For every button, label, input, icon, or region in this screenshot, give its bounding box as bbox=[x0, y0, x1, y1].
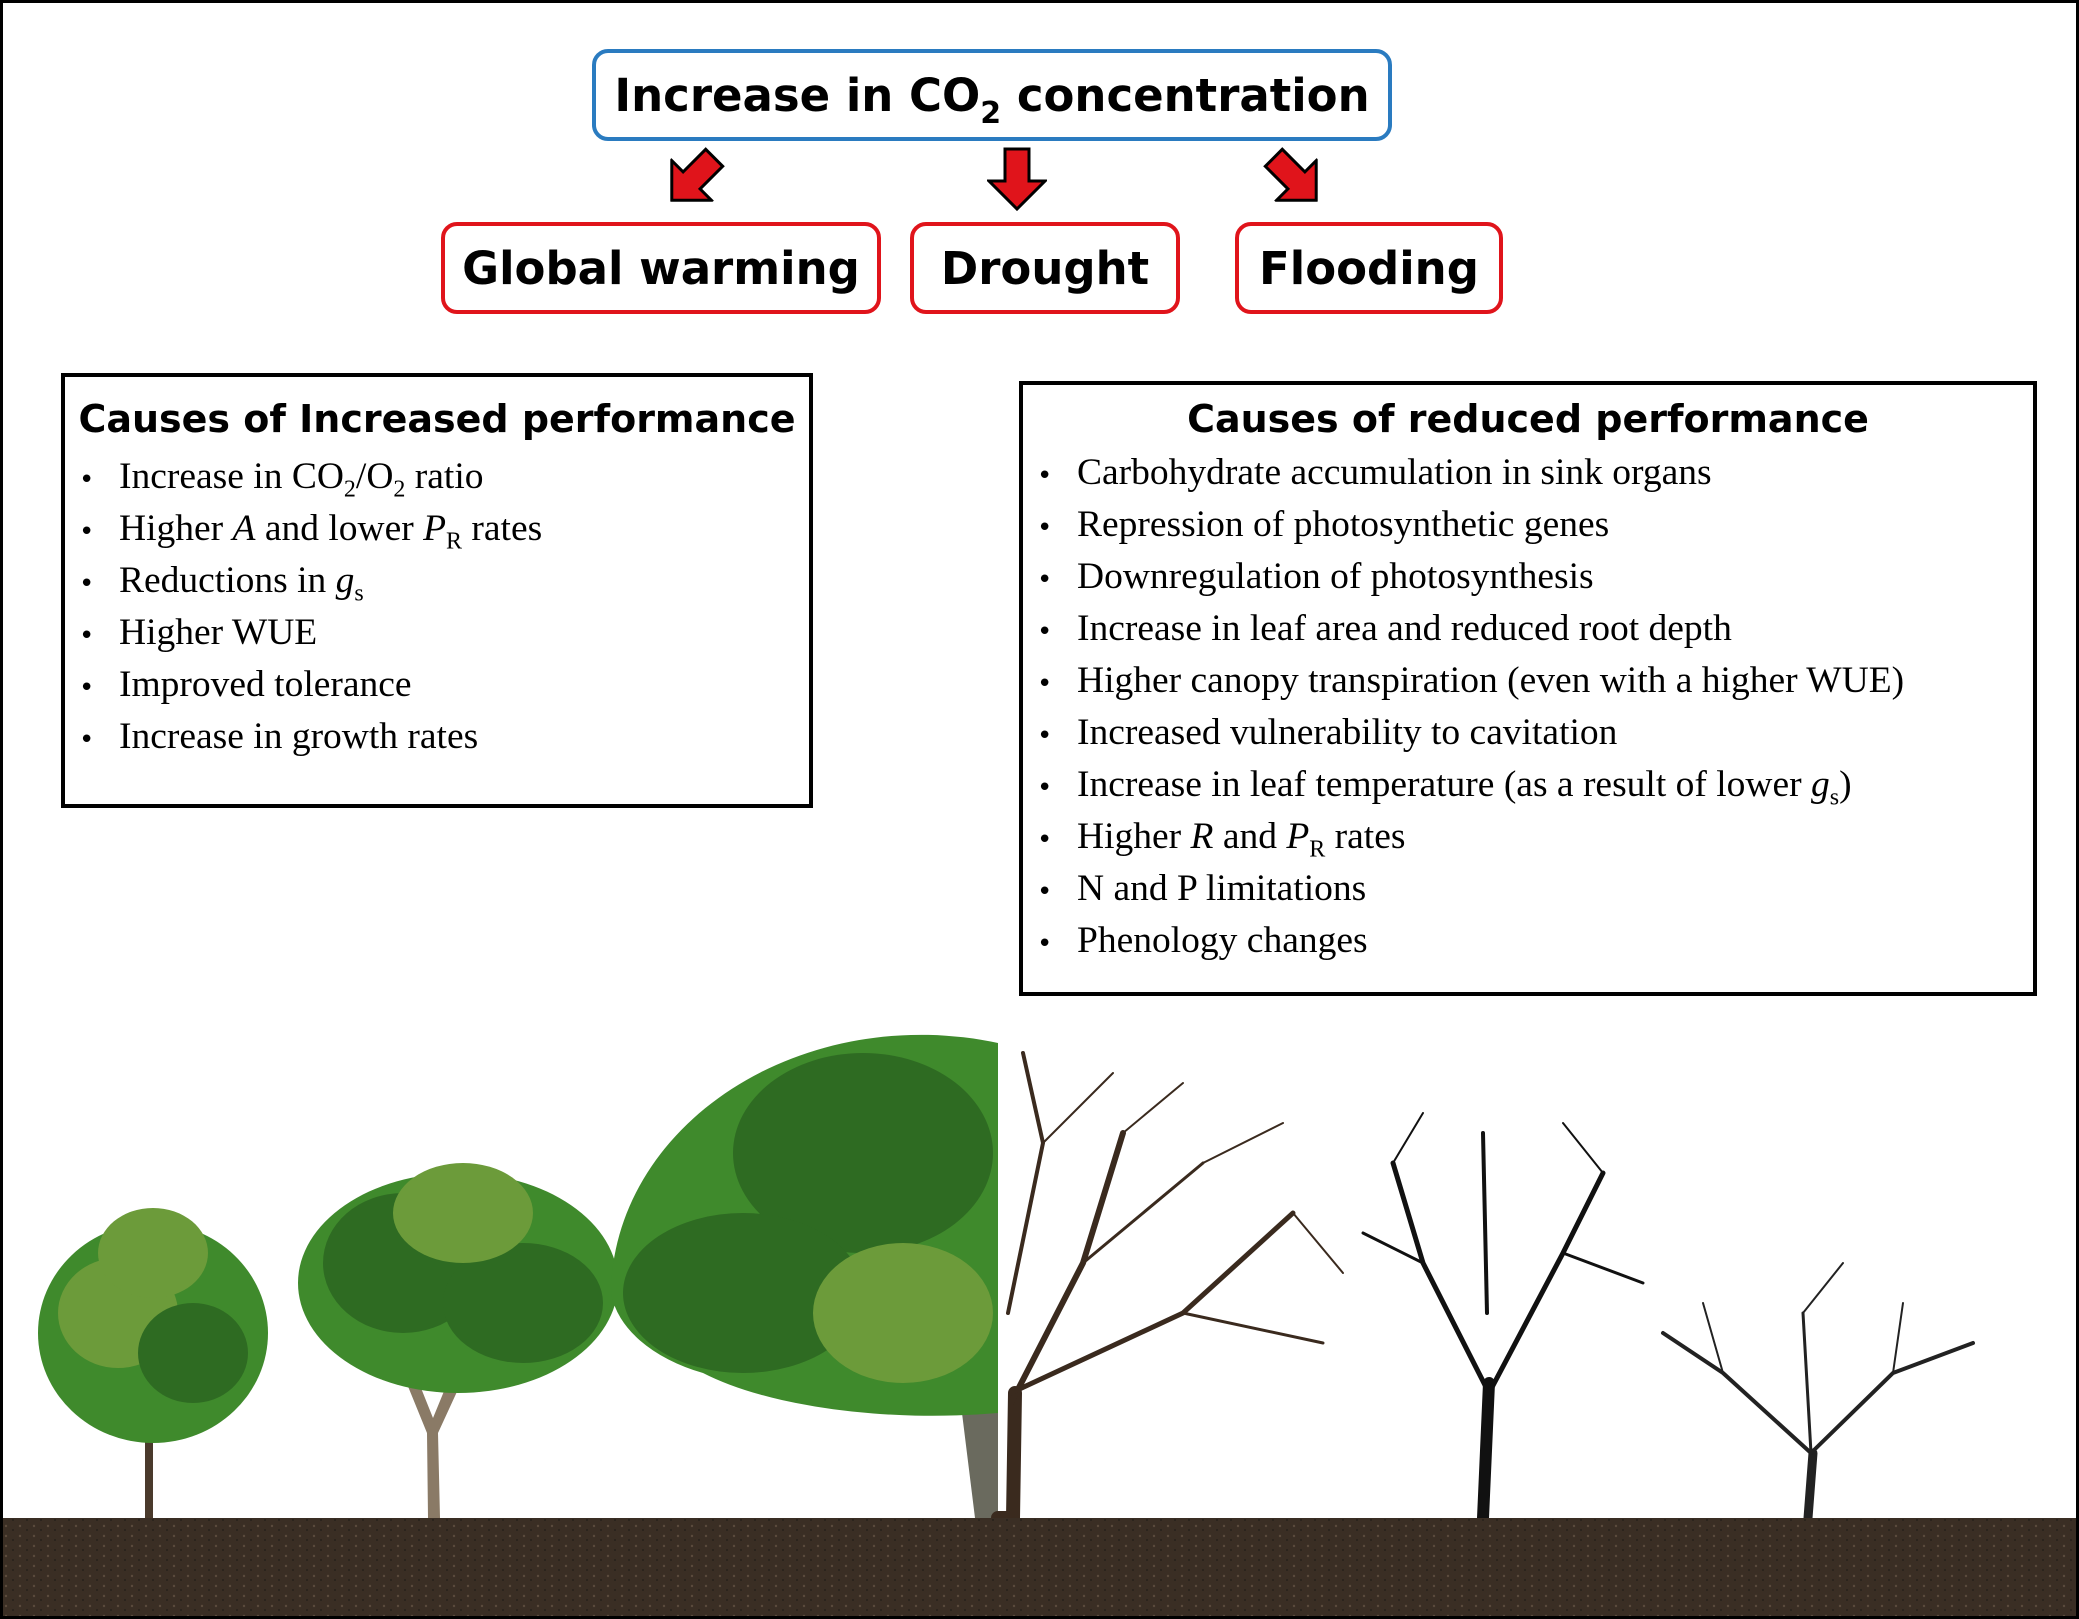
subscript: 2 bbox=[393, 476, 406, 503]
soil-ground bbox=[3, 1518, 2076, 1616]
increased-performance-panel: Causes of Increased performance • Increas… bbox=[61, 373, 813, 808]
item-text: and bbox=[1213, 816, 1287, 857]
bare-tree-medium-icon bbox=[1361, 1112, 1645, 1524]
tree-gradient-illustration bbox=[3, 1034, 2076, 1616]
item-text: Increase in leaf temperature (as a resul… bbox=[1077, 764, 1811, 805]
concentration-text: concentration bbox=[1001, 68, 1370, 122]
item-text: rates bbox=[1325, 816, 1406, 857]
bullet-icon: • bbox=[1037, 617, 1053, 647]
co2-subscript: 2 bbox=[980, 95, 1002, 131]
list-item: • Increase in CO2/O2 ratio bbox=[79, 451, 809, 503]
list-item: • Carbohydrate accumulation in sink organ… bbox=[1037, 447, 2033, 499]
item-text: Increase in CO bbox=[119, 456, 344, 497]
subscript: R bbox=[446, 528, 463, 555]
item-text: Higher canopy transpiration (even with a… bbox=[1077, 660, 1905, 701]
item-text: and lower bbox=[255, 508, 424, 549]
item-text: ) bbox=[1839, 764, 1852, 805]
symbol-P: P bbox=[1286, 816, 1310, 857]
item-text: /O bbox=[355, 456, 394, 497]
bullet-icon: • bbox=[1037, 721, 1053, 751]
large-bare-tree-half-icon bbox=[991, 1051, 1344, 1525]
bullet-icon: • bbox=[79, 725, 95, 755]
drought-box: Drought bbox=[910, 222, 1180, 314]
list-item: • Improved tolerance bbox=[79, 659, 809, 711]
list-item: • Reductions in gs bbox=[79, 555, 809, 607]
item-text: Repression of photosynthetic genes bbox=[1077, 504, 1610, 545]
subscript: s bbox=[354, 580, 364, 607]
item-text: Increased vulnerability to cavitation bbox=[1077, 712, 1618, 753]
bare-tree-small-icon bbox=[1661, 1262, 1975, 1523]
bullet-icon: • bbox=[79, 465, 95, 495]
bullet-icon: • bbox=[1037, 929, 1053, 959]
symbol-R: R bbox=[1190, 816, 1214, 857]
list-item: • Increase in growth rates bbox=[79, 711, 809, 763]
bullet-icon: • bbox=[1037, 669, 1053, 699]
drought-label: Drought bbox=[940, 241, 1150, 295]
symbol-P: P bbox=[423, 508, 447, 549]
flooding-box: Flooding bbox=[1235, 222, 1503, 314]
item-text: Increase in leaf area and reduced root d… bbox=[1077, 608, 1732, 649]
subscript: s bbox=[1829, 784, 1840, 811]
item-text: Increase in growth rates bbox=[119, 716, 479, 757]
bullet-icon: • bbox=[1037, 565, 1053, 595]
arrow-down-icon bbox=[987, 147, 1047, 211]
bullet-icon: • bbox=[1037, 513, 1053, 543]
subscript: 2 bbox=[343, 476, 356, 503]
list-item: • Phenology changes bbox=[1037, 915, 2033, 967]
co2-label-text: Increase in CO bbox=[614, 68, 981, 122]
symbol-g: g bbox=[1811, 764, 1830, 805]
item-text: Higher bbox=[119, 508, 233, 549]
list-item: • Increased vulnerability to cavitation bbox=[1037, 707, 2033, 759]
co2-increase-label: Increase in CO2 concentration bbox=[614, 68, 1370, 131]
bullet-icon: • bbox=[79, 569, 95, 599]
item-text: Phenology changes bbox=[1077, 920, 1368, 961]
list-item: • Higher A and lower PR rates bbox=[79, 503, 809, 555]
item-text: Reductions in bbox=[119, 560, 336, 601]
global-warming-box: Global warming bbox=[441, 222, 881, 314]
reduced-performance-list: • Carbohydrate accumulation in sink organ… bbox=[1023, 447, 2033, 967]
bullet-icon: • bbox=[79, 621, 95, 651]
item-text: Higher bbox=[1077, 816, 1191, 857]
list-item: • Higher canopy transpiration (even with … bbox=[1037, 655, 2033, 707]
item-text: Higher WUE bbox=[119, 612, 318, 653]
item-text: ratio bbox=[405, 456, 484, 497]
list-item: • Repression of photosynthetic genes bbox=[1037, 499, 2033, 551]
bullet-icon: • bbox=[1037, 825, 1053, 855]
arrow-down-left-icon bbox=[670, 147, 725, 202]
increased-performance-list: • Increase in CO2/O2 ratio • Higher A and … bbox=[65, 451, 809, 763]
healthy-tree-small-icon bbox=[38, 1208, 268, 1518]
healthy-tree-medium-icon bbox=[298, 1163, 618, 1518]
bullet-icon: • bbox=[1037, 773, 1053, 803]
increased-performance-title: Causes of Increased performance bbox=[78, 397, 796, 441]
bullet-icon: • bbox=[79, 673, 95, 703]
subscript: R bbox=[1309, 836, 1326, 863]
bullet-icon: • bbox=[1037, 877, 1053, 907]
list-item: • Increase in leaf area and reduced root … bbox=[1037, 603, 2033, 655]
co2-increase-box: Increase in CO2 concentration bbox=[592, 49, 1392, 141]
bullet-icon: • bbox=[1037, 461, 1053, 491]
large-healthy-tree-half-icon bbox=[611, 1034, 998, 1518]
item-text: N and P limitations bbox=[1077, 868, 1367, 909]
list-item: • N and P limitations bbox=[1037, 863, 2033, 915]
flooding-label: Flooding bbox=[1259, 241, 1479, 295]
reduced-performance-panel: Causes of reduced performance • Carbohydr… bbox=[1019, 381, 2037, 996]
list-item: • Downregulation of photosynthesis bbox=[1037, 551, 2033, 603]
item-text: Downregulation of photosynthesis bbox=[1077, 556, 1594, 597]
arrow-down-right-icon bbox=[1263, 147, 1318, 202]
item-text: Improved tolerance bbox=[119, 664, 412, 705]
list-item: • Increase in leaf temperature (as a resu… bbox=[1037, 759, 2033, 811]
bullet-icon: • bbox=[79, 517, 95, 547]
global-warming-label: Global warming bbox=[462, 241, 860, 295]
symbol-A: A bbox=[232, 508, 256, 549]
list-item: • Higher WUE bbox=[79, 607, 809, 659]
item-text: Carbohydrate accumulation in sink organs bbox=[1077, 452, 1712, 493]
symbol-g: g bbox=[335, 560, 355, 601]
reduced-performance-title: Causes of reduced performance bbox=[1187, 397, 1869, 441]
item-text: rates bbox=[462, 508, 543, 549]
list-item: • Higher R and PR rates bbox=[1037, 811, 2033, 863]
